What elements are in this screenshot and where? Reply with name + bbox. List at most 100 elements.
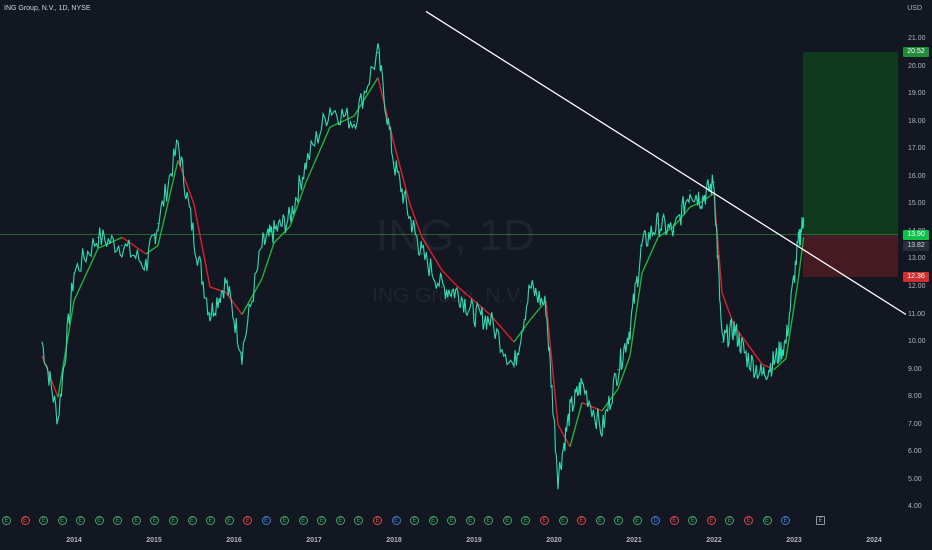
earnings-event-icon[interactable]: E (521, 516, 531, 525)
earnings-event-icon[interactable]: E (465, 516, 475, 525)
price-point (41, 341, 43, 343)
earnings-event-icon[interactable]: E (131, 516, 141, 525)
ma-segment (545, 300, 559, 425)
earnings-event-icon[interactable]: E (391, 516, 401, 525)
earnings-event-icon[interactable]: E (762, 516, 772, 525)
price-tick: 6.00 (908, 448, 922, 456)
price-point (761, 374, 763, 376)
ma-segment (421, 236, 443, 271)
price-point (57, 418, 59, 420)
price-point (273, 231, 275, 233)
ma-segment (581, 402, 603, 412)
earnings-event-icon[interactable]: E (354, 516, 364, 525)
price-line (41, 43, 805, 490)
price-point (457, 291, 459, 294)
price-point (489, 319, 491, 321)
earnings-event-icon[interactable]: E (94, 516, 104, 525)
earnings-event-icon[interactable]: E (447, 516, 457, 525)
ma-segment (441, 269, 459, 288)
earnings-event-icon[interactable]: E (373, 516, 382, 525)
year-tick: 2015 (146, 537, 162, 544)
stop-loss-zone[interactable] (803, 234, 898, 278)
ma-segment (629, 273, 643, 356)
price-point (393, 162, 395, 164)
price-point (545, 305, 547, 307)
price-point (733, 327, 735, 329)
earnings-event-icon[interactable]: E (632, 516, 642, 525)
year-tick: 2021 (626, 537, 642, 544)
year-tick: 2014 (66, 537, 82, 544)
earnings-event-icon[interactable]: E (317, 516, 327, 525)
symbol-title[interactable]: ING Group, N.V., 1D, NYSE (4, 5, 91, 12)
earnings-event-icon[interactable]: E (669, 516, 679, 525)
stop-price-label: 12.36 (903, 272, 929, 283)
earnings-event-icon[interactable]: E (2, 516, 11, 525)
earnings-event-icon[interactable]: E (706, 516, 716, 525)
earnings-event-icon[interactable]: E (168, 516, 178, 525)
price-point (689, 189, 691, 192)
earnings-event-icon[interactable]: D (651, 516, 661, 525)
descending-trendline[interactable] (425, 10, 907, 316)
earnings-event-icon[interactable]: E (76, 516, 86, 525)
earnings-event-icon[interactable]: E (725, 516, 735, 525)
earnings-event-icon[interactable]: E (206, 516, 216, 525)
earnings-event-icon[interactable]: E (595, 516, 605, 525)
price-tick: 20.00 (908, 62, 926, 70)
earnings-event-icon[interactable]: E (428, 516, 438, 525)
ma-segment (785, 281, 799, 359)
ma-segment (689, 200, 703, 208)
earnings-event-icon[interactable]: E (224, 516, 234, 525)
year-tick: 2017 (306, 537, 322, 544)
earnings-event-icon[interactable]: E (150, 516, 160, 525)
price-point (569, 410, 571, 412)
ma-segment (273, 225, 291, 244)
earnings-event-icon[interactable]: E (243, 516, 253, 525)
price-point (529, 286, 531, 288)
earnings-event-icon[interactable]: E (688, 516, 698, 525)
price-point (773, 360, 775, 362)
earnings-event-icon[interactable]: E (39, 516, 49, 525)
profit-target-zone[interactable] (803, 52, 898, 235)
earnings-event-icon[interactable]: E (113, 516, 123, 525)
ma-segment (177, 159, 195, 205)
ma-segment (557, 424, 571, 448)
earnings-event-icon[interactable]: E (57, 516, 67, 525)
currency-label: USD (907, 5, 922, 12)
price-point (261, 245, 263, 247)
price-point (657, 222, 659, 225)
earnings-event-icon[interactable]: E (335, 516, 345, 525)
ma-segment (121, 236, 147, 255)
earnings-event-icon[interactable]: E (502, 516, 512, 525)
year-tick: 2022 (706, 537, 722, 544)
price-point (721, 341, 723, 343)
earnings-event-icon[interactable]: E (410, 516, 420, 525)
earnings-event-icon[interactable]: E (614, 516, 624, 525)
year-tick: 2018 (386, 537, 402, 544)
price-point (441, 286, 443, 288)
earnings-event-icon[interactable]: E (744, 516, 753, 525)
price-point (145, 264, 147, 266)
price-point (409, 217, 411, 219)
earnings-event-icon[interactable]: E (539, 516, 549, 525)
earnings-event-icon[interactable]: E (280, 516, 290, 525)
price-point (421, 253, 423, 255)
earnings-event-icon[interactable]: E (20, 516, 30, 525)
earnings-event-icon[interactable]: E (484, 516, 494, 525)
watermark-ticker: ING, 1D (376, 211, 535, 260)
ma-segment (797, 237, 805, 282)
ma-segment (225, 292, 243, 315)
earnings-event-icon[interactable]: E (187, 516, 197, 525)
price-point (209, 313, 211, 316)
earnings-event-icon[interactable]: E (298, 516, 308, 525)
target-price-label: 20.52 (903, 47, 929, 58)
earnings-event-icon[interactable]: E (781, 516, 791, 525)
earnings-event-icon[interactable]: E (816, 516, 825, 525)
earnings-event-icon[interactable]: E (577, 516, 587, 525)
ma-segment (193, 204, 211, 288)
price-tick: 18.00 (908, 117, 926, 125)
price-point (353, 121, 355, 123)
earnings-event-icon[interactable]: E (558, 516, 568, 525)
earnings-event-icon[interactable]: E (261, 516, 271, 525)
year-tick: 2024 (866, 537, 882, 544)
